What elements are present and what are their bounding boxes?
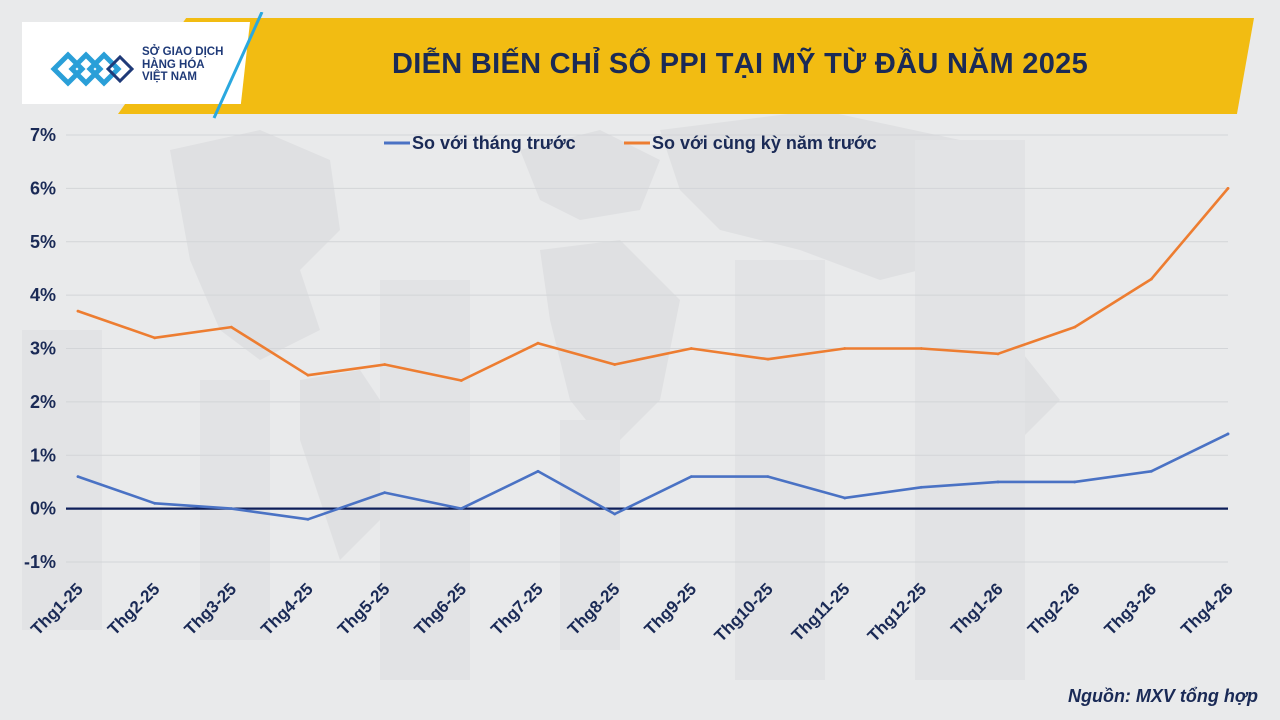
- logo-line-1: SỞ GIAO DỊCH: [142, 46, 224, 58]
- series-line-mom: [76, 432, 1230, 521]
- x-axis-ticks: Thg1-25 Thg2-25 Thg3-25 Thg4-25 Thg5-25 Thg6-…: [27, 579, 1237, 645]
- data-point: [76, 475, 80, 478]
- x-tick-label: Thg4-26: [1177, 579, 1237, 639]
- header-accent-slash: [212, 12, 264, 119]
- data-point: [689, 347, 693, 350]
- x-tick-label: Thg1-25: [27, 579, 87, 639]
- y-tick-label: 6%: [30, 178, 56, 198]
- data-point: [919, 485, 923, 489]
- x-tick-label: Thg5-25: [334, 579, 394, 639]
- data-point: [383, 491, 387, 495]
- y-tick-label: 3%: [30, 339, 56, 359]
- data-point: [1226, 432, 1230, 436]
- data-point: [536, 341, 540, 345]
- x-tick-label: Thg3-26: [1101, 579, 1161, 639]
- y-tick-label: 2%: [30, 392, 56, 412]
- data-point: [843, 496, 847, 500]
- y-tick-label: 5%: [30, 232, 56, 252]
- data-point: [536, 469, 540, 473]
- data-point: [459, 507, 463, 511]
- logo-line-3: VIỆT NAM: [142, 71, 197, 83]
- x-tick-label: Thg11-25: [788, 579, 854, 645]
- x-tick-label: Thg2-25: [104, 579, 164, 639]
- data-point: [306, 373, 310, 377]
- data-point: [1149, 469, 1153, 473]
- data-point: [689, 475, 693, 478]
- x-tick-label: Thg6-25: [411, 579, 471, 639]
- y-tick-label: 1%: [30, 445, 56, 465]
- y-tick-label: -1%: [24, 552, 56, 572]
- legend-label: So với cùng kỳ năm trước: [652, 133, 877, 153]
- series-line-yoy: [76, 187, 1230, 382]
- data-point: [613, 512, 617, 516]
- data-point: [229, 507, 233, 511]
- x-tick-label: Thg10-25: [711, 579, 777, 645]
- data-point: [766, 357, 770, 361]
- data-point: [76, 309, 80, 313]
- x-tick-label: Thg7-25: [487, 579, 547, 639]
- data-point: [766, 475, 770, 478]
- data-point: [1073, 325, 1077, 329]
- data-point: [919, 347, 923, 350]
- y-tick-label: 4%: [30, 285, 56, 305]
- data-point: [1149, 277, 1153, 281]
- data-point: [459, 379, 463, 382]
- exchange-logo-icon: [50, 51, 135, 87]
- header-band: [118, 18, 1254, 114]
- gridlines: [66, 134, 1228, 563]
- x-tick-label: Thg9-25: [641, 579, 701, 639]
- x-tick-label: Thg8-25: [564, 579, 624, 639]
- data-point: [306, 517, 310, 521]
- series-lines: [76, 186, 1230, 521]
- legend-label: So với tháng trước: [412, 133, 576, 153]
- data-point: [1226, 186, 1230, 190]
- source-note: Nguồn: MXV tổng hợp: [1067, 686, 1258, 706]
- data-point: [1073, 480, 1077, 484]
- data-point: [843, 347, 847, 350]
- data-point: [153, 336, 157, 340]
- chart-title: DIỄN BIẾN CHỈ SỐ PPI TẠI MỸ TỪ ĐẦU NĂM 2…: [392, 48, 1088, 80]
- data-point: [383, 363, 387, 366]
- legend: So với tháng trước So với cùng kỳ năm trư…: [384, 133, 877, 153]
- data-point: [996, 352, 1000, 356]
- x-tick-label: Thg4-25: [257, 579, 317, 639]
- y-tick-label: 0%: [30, 499, 56, 519]
- data-point: [613, 363, 617, 366]
- x-tick-label: Thg12-25: [864, 579, 930, 645]
- x-tick-label: Thg2-26: [1024, 579, 1084, 639]
- logo-line-2: HÀNG HÓA: [142, 58, 205, 71]
- y-tick-label: 7%: [30, 125, 56, 145]
- data-point: [996, 480, 1000, 484]
- x-tick-label: Thg3-25: [181, 579, 241, 639]
- data-point: [229, 325, 233, 329]
- data-point: [153, 501, 157, 505]
- y-axis-ticks: -1% 0% 1% 2% 3% 4% 5% 6% 7%: [24, 125, 56, 572]
- x-tick-label: Thg1-26: [947, 579, 1007, 639]
- logo-wordmark: SỞ GIAO DỊCH HÀNG HÓA VIỆT NAM: [142, 46, 223, 84]
